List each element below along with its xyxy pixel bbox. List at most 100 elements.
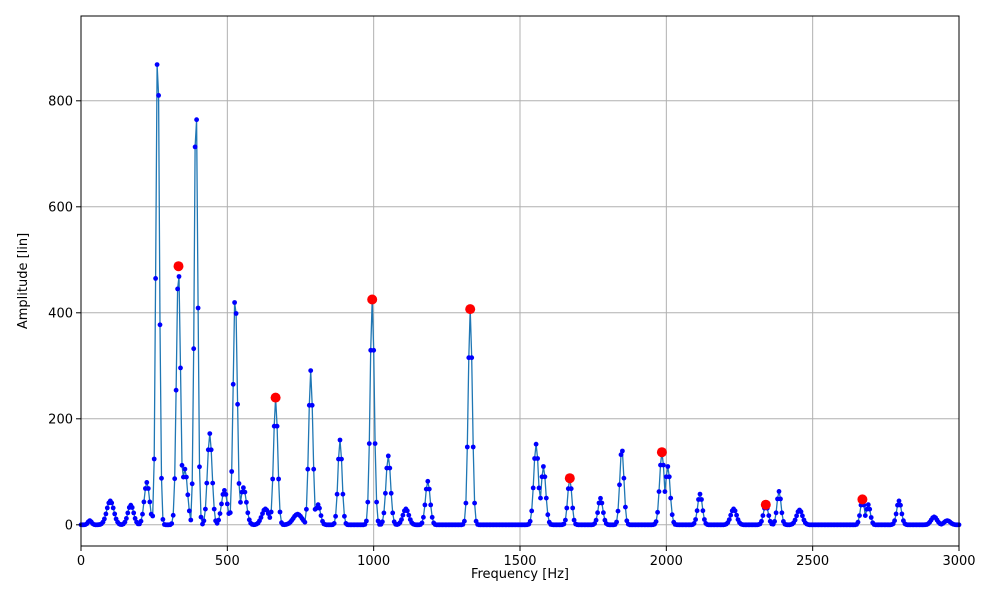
spectrum-point [192, 144, 198, 150]
highlighted-peak [173, 261, 184, 272]
spectrum-point [699, 497, 704, 502]
highlighted-peak [270, 392, 281, 403]
spectrum-point [530, 485, 536, 491]
spectrum-point [760, 513, 766, 518]
spectrum-point [429, 514, 435, 520]
spectrum-point [462, 518, 467, 524]
x-tick-label: 500 [215, 554, 240, 569]
spectrum-point [156, 93, 162, 98]
x-axis-label: Frequency [Hz] [471, 567, 569, 582]
spectrum-point [862, 513, 868, 518]
highlighted-peak [656, 447, 667, 458]
spectrum-point [732, 508, 738, 514]
spectrum-point [224, 501, 230, 507]
spectrum-point [151, 456, 157, 462]
spectrum-point [129, 505, 135, 510]
spectrum-point [311, 466, 317, 472]
y-tick-label: 0 [65, 518, 73, 533]
spectrum-point [109, 500, 115, 506]
spectrum-point [867, 506, 873, 512]
spectrum-point [219, 501, 224, 507]
spectrum-point [277, 509, 283, 515]
y-tick-label: 200 [48, 412, 73, 427]
spectrum-point [399, 517, 404, 522]
spectrum-point [154, 62, 160, 67]
spectrum-point [857, 513, 862, 518]
spectrum-point [426, 486, 432, 492]
spectrum-point [104, 505, 110, 511]
spectrum-point [198, 514, 204, 520]
spectrum-point [267, 515, 273, 520]
spectrum-point [728, 512, 734, 518]
spectrum-point [235, 401, 241, 407]
spectrum-point [422, 502, 428, 508]
y-axis-label: Amplitude [lin] [16, 233, 31, 329]
spectrum-point [387, 465, 393, 471]
spectrum-point [655, 509, 660, 515]
spectrum-point [893, 511, 899, 517]
spectrum-point [599, 500, 605, 506]
spectrum-point [621, 475, 627, 481]
spectrum-point [428, 502, 434, 508]
spectrum-point [268, 509, 274, 515]
spectrum-point [798, 509, 804, 515]
spectrum-point [230, 381, 236, 387]
spectrum-point [337, 437, 343, 443]
spectrum-point [419, 520, 425, 526]
spectrum-point [898, 502, 903, 508]
spectrum-point [656, 489, 662, 494]
spectrum-point [241, 485, 246, 491]
x-axis-ticks: 0 500 1000 1500 2000 2500 3000 [77, 546, 976, 569]
spectrum-point [543, 495, 549, 501]
spectrum-point [545, 512, 551, 518]
spectrum-point [527, 518, 533, 524]
spectrum-point [236, 481, 242, 486]
spectrum-point [238, 499, 243, 505]
spectrum-point [385, 453, 391, 459]
spectrum-point [694, 508, 700, 514]
highlighted-peak [857, 494, 868, 505]
spectrum-point [865, 502, 871, 508]
spectrum-point [463, 500, 469, 506]
spectrum-point [144, 480, 150, 485]
spectrum-point [157, 322, 163, 328]
spectrum-point [618, 452, 624, 458]
spectrum-markers [78, 62, 962, 528]
spectrum-point [778, 496, 783, 502]
spectrum-point [308, 368, 314, 373]
x-tick-label: 3000 [942, 554, 975, 569]
spectrum-point [896, 498, 902, 504]
spectrum-point [702, 517, 707, 522]
spectrum-point [535, 456, 540, 461]
highlighted-peak [760, 499, 771, 510]
spectrum-point [623, 504, 628, 510]
grid [80, 16, 960, 546]
spectrum-point [614, 519, 619, 525]
spectrum-point [125, 510, 131, 516]
spectrum-point [855, 519, 861, 525]
spectrum-point [175, 286, 181, 292]
spectrum-point [697, 491, 703, 497]
spectrum-point [223, 492, 229, 497]
x-tick-label: 2000 [650, 554, 683, 569]
spectrum-point [185, 492, 191, 498]
x-tick-label: 1000 [357, 554, 390, 569]
spectrum-point [406, 512, 412, 518]
spectrum-point [173, 387, 179, 393]
spectrum-point [538, 495, 543, 501]
spectrum-point [615, 508, 621, 514]
spectrum-point [617, 482, 622, 488]
spectrum-point [244, 499, 249, 505]
spectrum-point [217, 511, 223, 516]
spectrum-point [318, 513, 324, 518]
spectrum-point [661, 462, 666, 468]
spectrum-point [542, 474, 548, 480]
spectrum-point [216, 517, 222, 523]
spectrum-point [178, 365, 183, 371]
spectrum-point [568, 486, 574, 492]
spectrum-point [561, 521, 567, 527]
spectrum-point [232, 300, 238, 305]
spectrum-point [169, 521, 175, 526]
spectrum-point [620, 448, 625, 454]
spectrum-point [186, 508, 192, 514]
